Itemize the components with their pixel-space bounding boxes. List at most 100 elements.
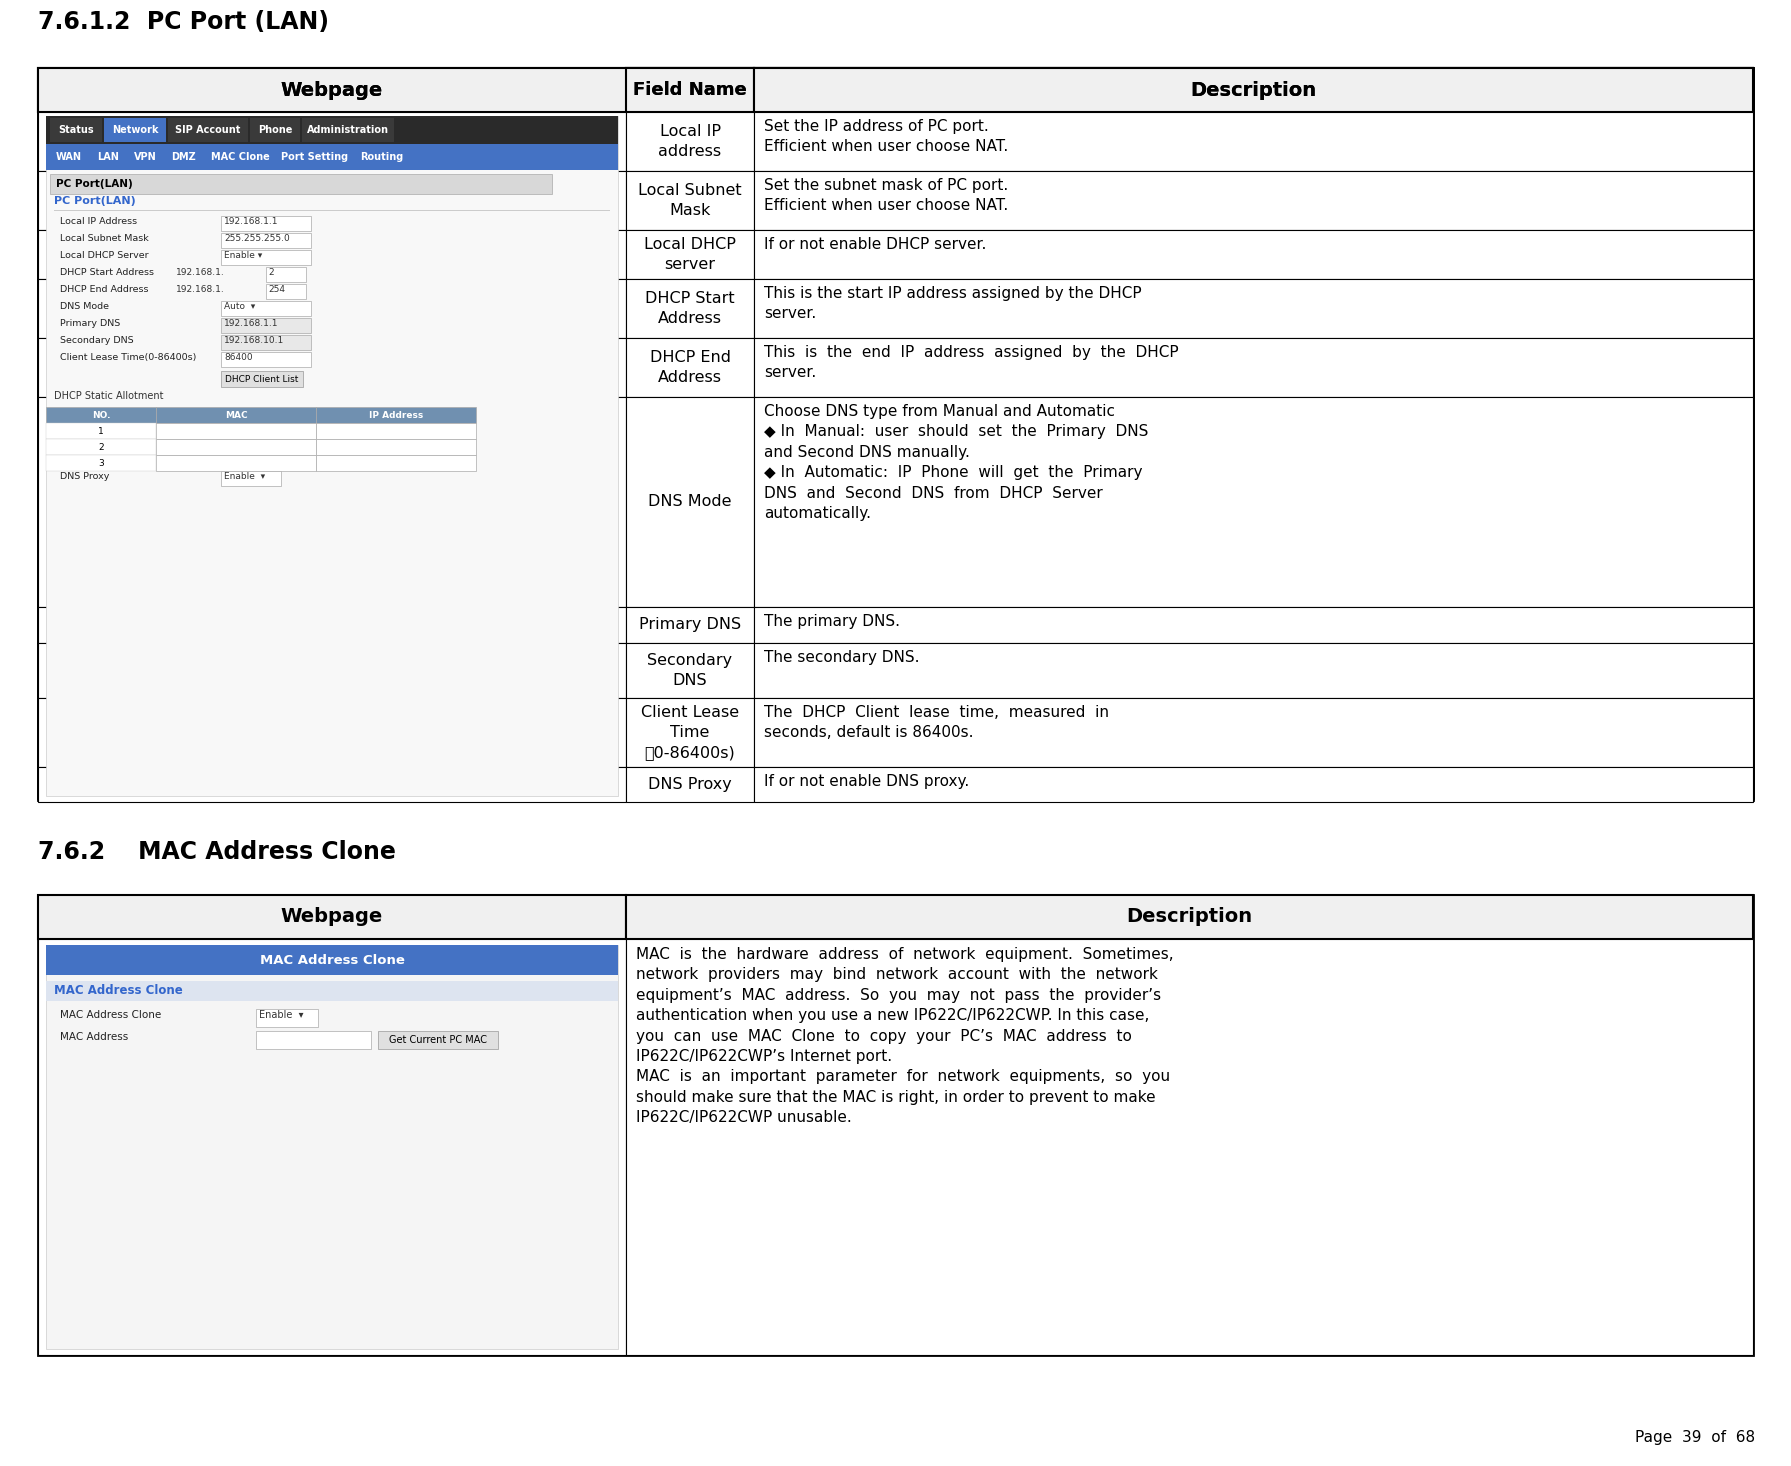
Bar [47,116,618,796]
Text: Description: Description [1127,907,1252,927]
Bar [627,67,754,111]
Text: Auto  ▾: Auto ▾ [224,302,256,311]
Bar [627,397,754,607]
Bar [47,454,156,471]
Bar [315,454,476,471]
Text: Phone: Phone [258,125,292,135]
Text: Set the subnet mask of PC port.
Efficient when user choose NAT.: Set the subnet mask of PC port. Efficien… [765,177,1008,214]
Bar [38,767,627,802]
Bar [754,111,1753,172]
Text: If or not enable DNS proxy.: If or not enable DNS proxy. [765,774,969,789]
Bar [754,339,1753,397]
Bar [220,318,312,333]
Text: 7.6.1.2  PC Port (LAN): 7.6.1.2 PC Port (LAN) [38,10,330,34]
Text: DHCP Static Allotment: DHCP Static Allotment [54,391,163,402]
Text: The primary DNS.: The primary DNS. [765,614,901,629]
Text: Client Lease
Time
（0-86400s): Client Lease Time （0-86400s) [641,705,740,759]
Text: DHCP End Address: DHCP End Address [61,284,149,295]
Bar [168,117,247,142]
Text: Set the IP address of PC port.
Efficient when user choose NAT.: Set the IP address of PC port. Efficient… [765,119,1008,154]
Text: 192.168.1.: 192.168.1. [176,268,224,277]
Text: SIP Account: SIP Account [176,125,240,135]
Bar [220,471,281,487]
Bar [267,267,306,281]
Text: Primary DNS: Primary DNS [639,617,741,632]
Bar [156,438,315,454]
Bar [220,251,312,265]
Text: Description: Description [1191,81,1316,100]
Text: MAC Address Clone: MAC Address Clone [61,1010,161,1020]
Text: Choose DNS type from Manual and Automatic
◆ In  Manual:  user  should  set  the : Choose DNS type from Manual and Automati… [765,405,1148,520]
Bar [754,397,1753,607]
Text: MAC Clone: MAC Clone [211,152,269,163]
Bar [47,116,618,144]
Bar [38,607,627,644]
Bar [156,424,315,438]
Bar [47,424,156,438]
Bar [256,1009,319,1028]
Bar [104,117,167,142]
Text: DNS Proxy: DNS Proxy [61,472,109,481]
Bar [220,352,312,366]
Bar [38,644,627,698]
Text: Secondary DNS: Secondary DNS [61,336,134,345]
Text: MAC Address Clone: MAC Address Clone [260,953,405,966]
Bar [315,408,476,424]
Bar [378,1031,498,1050]
Text: PC Port(LAN): PC Port(LAN) [54,196,136,207]
Text: The secondary DNS.: The secondary DNS. [765,649,919,666]
Text: MAC  is  the  hardware  address  of  network  equipment.  Sometimes,
network  pr: MAC is the hardware address of network e… [636,947,1173,1126]
Bar [38,698,627,767]
Text: Client Lease Time(0-86400s): Client Lease Time(0-86400s) [61,353,197,362]
Bar [47,144,618,170]
Text: Webpage: Webpage [281,81,383,100]
Text: 2: 2 [99,443,104,452]
Bar [220,371,303,387]
Text: Local IP Address: Local IP Address [61,217,138,226]
Text: 86400: 86400 [224,353,253,362]
Bar [754,230,1753,279]
Bar [50,174,552,194]
Text: LAN: LAN [97,152,118,163]
Text: IP Address: IP Address [369,410,423,419]
Bar [754,767,1753,802]
Text: 7.6.2    MAC Address Clone: 7.6.2 MAC Address Clone [38,840,396,863]
Bar [47,438,156,454]
Bar [627,644,754,698]
Text: Description: Description [1191,81,1316,100]
Text: Secondary
DNS: Secondary DNS [647,652,733,688]
Bar [38,111,627,172]
Text: 192.168.10.1: 192.168.10.1 [224,336,285,345]
Bar [754,698,1753,767]
Bar [627,767,754,802]
Text: DHCP Start
Address: DHCP Start Address [645,292,734,325]
Bar [38,397,627,607]
Bar [38,896,627,940]
Bar [220,301,312,317]
Text: Local IP
address: Local IP address [659,125,722,158]
Text: NO.: NO. [91,410,111,419]
Text: Primary DNS: Primary DNS [61,320,120,328]
Text: Port Setting: Port Setting [281,152,349,163]
Text: MAC Address: MAC Address [61,1032,129,1042]
Bar [303,117,394,142]
Text: 254: 254 [269,284,285,295]
Bar [315,438,476,454]
Bar [156,408,315,424]
Bar [627,230,754,279]
Bar [754,644,1753,698]
Text: Status: Status [57,125,93,135]
Bar [627,896,1753,940]
Text: VPN: VPN [134,152,156,163]
Text: Local Subnet Mask: Local Subnet Mask [61,235,149,243]
Bar [627,698,754,767]
Bar [220,233,312,248]
Bar [38,67,1753,111]
Bar [38,279,627,339]
Text: Webpage: Webpage [281,81,383,100]
Text: Routing: Routing [360,152,403,163]
Bar [47,946,618,1349]
Bar [50,117,102,142]
Bar [267,284,306,299]
Text: PC Port(LAN): PC Port(LAN) [56,179,133,189]
